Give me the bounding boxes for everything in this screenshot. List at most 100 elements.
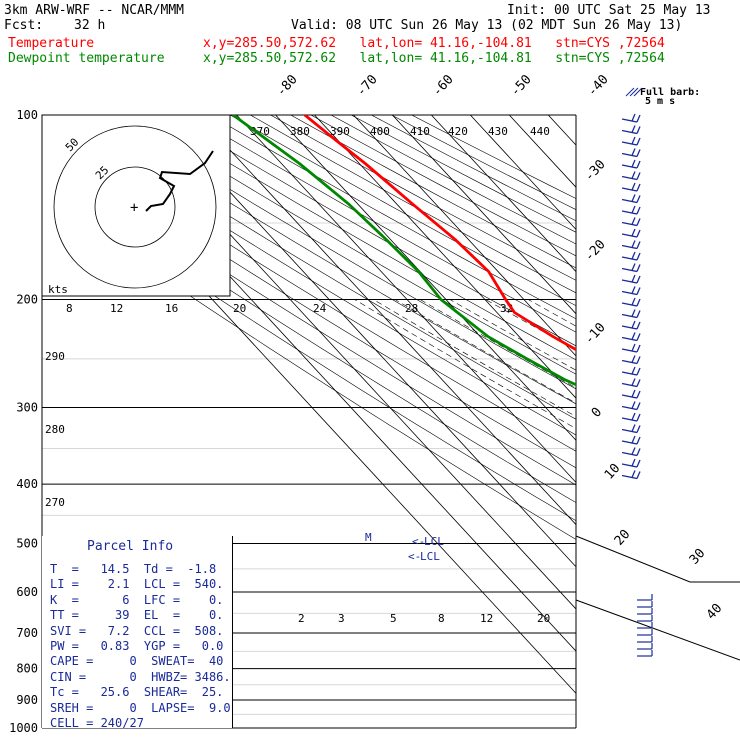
temperature-legend-label: Temperature [8, 36, 95, 51]
wind-barb [637, 636, 653, 643]
parcel-row: T = 14.5 Td = -1.8 [50, 562, 217, 576]
temperature-tick-label: 10 [602, 461, 624, 483]
isotherm [508, 115, 576, 188]
temperature-tick-label: 0 [589, 405, 605, 421]
barb-legend-label: Full barb: [640, 87, 700, 98]
forecast-label: Fcst: [4, 18, 44, 33]
wind-barb [621, 458, 641, 468]
dry-adiabat [270, 115, 576, 281]
theta-label: 430 [488, 125, 508, 138]
dry-adiabat [42, 123, 576, 452]
isotherm [704, 115, 740, 728]
isotherm [197, 115, 576, 526]
dewpoint-profile [232, 115, 576, 387]
hodograph-units: kts [48, 283, 68, 296]
parcel-row: CIN = 0 HWBZ= 3486. [50, 669, 231, 684]
dry-adiabat [209, 115, 576, 320]
mixing-ratio-label: 12 [480, 612, 493, 625]
lcl-arrow: <- [412, 535, 425, 548]
temperature-tick-label: 40 [704, 601, 726, 623]
wind-barb [621, 263, 641, 273]
parcel-row: PW = 0.83 YGP = 0.0 [50, 639, 224, 654]
hodograph-ring [94, 166, 176, 248]
wind-barb [621, 125, 641, 135]
pressure-tick-label: 800 [16, 662, 38, 676]
wind-barb [637, 594, 653, 601]
lcl-marker: M [365, 531, 372, 544]
parcel-row: TT = 39 EL = 0. [50, 608, 224, 623]
parcel-row: SVI = 7.2 CCL = 508. [50, 623, 224, 638]
moist-adiabat [577, 300, 740, 729]
wind-barb [621, 251, 641, 261]
wind-barb [621, 355, 641, 365]
lower-axis-boundary [575, 599, 740, 661]
lower-axis-boundary [575, 535, 740, 583]
wind-barb [621, 366, 641, 376]
wind-barb [621, 412, 641, 422]
wind-barb [621, 194, 641, 204]
wind-barb [621, 182, 641, 192]
hodograph-ring [53, 125, 217, 289]
wind-barb [621, 389, 641, 399]
mixing-ratio-label: 8 [66, 302, 73, 315]
pressure-tick-label: 200 [16, 293, 38, 307]
wind-barb [621, 228, 641, 238]
barb-legend-label: 5 m s [645, 96, 675, 107]
mixing-ratio-label: 24 [313, 302, 327, 315]
isotherm [275, 115, 576, 441]
dry-adiabat [109, 115, 576, 390]
dry-adiabat [129, 115, 576, 375]
isotherm [314, 115, 576, 399]
theta-label: 410 [410, 125, 430, 138]
mixing-ratio-label: 20 [537, 612, 550, 625]
wind-barb [637, 650, 653, 657]
init-time: Init: 00 UTC Sat 25 May 13 [507, 3, 711, 18]
mixing-ratio-label: 2 [298, 612, 305, 625]
wind-barb [621, 309, 641, 319]
wind-barb [637, 622, 653, 629]
pressure-tick-label: 400 [16, 477, 38, 491]
wind-barb [637, 643, 653, 650]
mixing-ratio-label: 8 [438, 612, 445, 625]
isotherm [626, 115, 740, 728]
mixing-ratio-label: 3 [338, 612, 345, 625]
parcel-row: K = 6 LFC = 0. [50, 592, 224, 607]
wind-barb [621, 286, 641, 296]
parcel-row: Tc = 25.6 SHEAR= 25. [50, 685, 224, 700]
moist-adiabat [354, 299, 576, 429]
wind-barb [621, 424, 641, 434]
isotherm [236, 115, 576, 484]
theta-label: 270 [45, 496, 65, 509]
dewpoint-legend-label: Dewpoint temperature [8, 51, 165, 66]
dry-adiabat [391, 115, 576, 210]
dry-adiabat [42, 165, 576, 503]
moist-adiabat [419, 299, 576, 389]
temperature-tick-label: -30 [582, 157, 609, 184]
wind-barb [637, 601, 653, 608]
wind-barb [637, 615, 653, 622]
temperature-tick-label: -20 [582, 237, 609, 264]
parcel-info-panel: Parcel Info T = 14.5 Td = -1.8 LI = 2.1 L… [42, 536, 233, 731]
mixing-ratio-label: 5 [390, 612, 397, 625]
wind-barb [621, 136, 641, 146]
parcel-info-title: Parcel Info [87, 539, 174, 554]
temperature-tick-label: 30 [687, 546, 709, 568]
barb-legend-icon [625, 87, 635, 97]
theta-label: 380 [290, 125, 310, 138]
dry-adiabat [149, 115, 576, 361]
theta-label: 290 [45, 350, 65, 363]
dry-adiabat [250, 115, 576, 294]
pressure-tick-label: 300 [16, 400, 38, 414]
pressure-tick-label: 1000 [9, 721, 38, 735]
wind-barb [621, 470, 641, 480]
wind-barb [621, 297, 641, 307]
theta-label: 370 [250, 125, 270, 138]
barb-legend-icon [629, 87, 639, 97]
pressure-tick-label: 600 [16, 585, 38, 599]
parcel-row: CELL = 240/27 [50, 716, 144, 731]
forecast-hour: 32 h [74, 18, 106, 33]
moist-adiabat [394, 299, 576, 404]
theta-label: 440 [530, 125, 550, 138]
